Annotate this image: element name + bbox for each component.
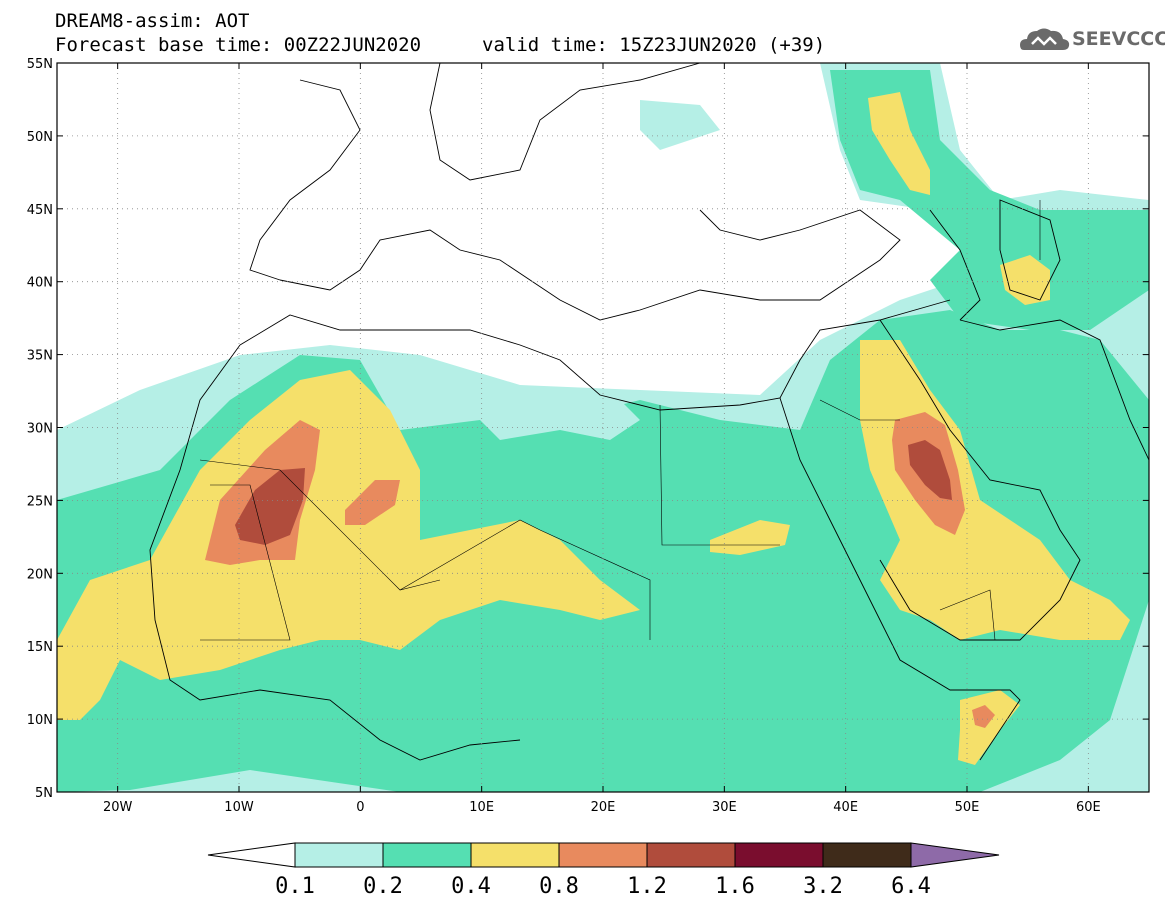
colorbar: 0.1 0.2 0.4 0.8 1.2 1.6 3.2 6.4	[207, 842, 1000, 899]
axis-ticks	[57, 62, 1149, 793]
lat-label-40N: 40N	[27, 276, 53, 291]
aot-contour-1.2	[235, 468, 305, 545]
lat-label-15N: 15N	[27, 640, 53, 655]
borders	[199, 200, 1041, 641]
colorbar-label-0.1: 0.1	[275, 874, 315, 899]
colorbar-label-1.6: 1.6	[715, 874, 755, 899]
colorbar-arrow-right	[910, 842, 1000, 868]
colorbar-label-0.2: 0.2	[363, 874, 403, 899]
lat-label-30N: 30N	[27, 422, 53, 437]
lat-label-35N: 35N	[27, 349, 53, 364]
aot-contour-0.8-b	[345, 480, 400, 525]
aot-field	[57, 63, 1149, 792]
lat-label-25N: 25N	[27, 494, 53, 509]
valid-time: valid time: 15Z23JUN2020 (+39)	[482, 34, 826, 56]
lon-label-40E: 40E	[833, 800, 858, 815]
lon-label-50E: 50E	[955, 800, 980, 815]
colorbar-label-1.2: 1.2	[627, 874, 667, 899]
colorbar-label-6.4: 6.4	[891, 874, 931, 899]
colorbar-swatch	[294, 842, 384, 868]
colorbar-swatch	[734, 842, 824, 868]
lon-label-20E: 20E	[591, 800, 616, 815]
aot-contour-0.8-somalia	[972, 705, 995, 728]
colorbar-arrow-left	[207, 842, 296, 868]
lat-label-50N: 50N	[27, 130, 53, 145]
lat-label-5N: 5N	[35, 786, 53, 801]
aot-contour-0.4-egypt	[710, 520, 790, 555]
lat-label-20N: 20N	[27, 567, 53, 582]
colorbar-swatch	[470, 842, 560, 868]
aot-contour-0.1-ne	[640, 100, 720, 150]
lat-labels: 55N 50N 45N 40N 35N 30N 25N 20N 15N 10N …	[27, 57, 53, 801]
lon-label-10W: 10W	[224, 800, 254, 815]
aot-contour-1.2-arabia	[908, 440, 952, 500]
lat-label-10N: 10N	[27, 713, 53, 728]
lon-label-30E: 30E	[712, 800, 737, 815]
colorbar-swatch	[382, 842, 472, 868]
lon-label-0: 0	[356, 800, 364, 815]
lon-label-60E: 60E	[1076, 800, 1101, 815]
lon-label-20W: 20W	[103, 800, 133, 815]
coastlines	[149, 63, 1149, 761]
aot-contour-0.4-somalia	[958, 690, 1020, 765]
aot-contour-0.4-caspian	[868, 92, 930, 195]
gridlines	[57, 63, 1149, 792]
lat-label-45N: 45N	[27, 203, 53, 218]
colorbar-label-0.8: 0.8	[539, 874, 579, 899]
lon-label-10E: 10E	[469, 800, 494, 815]
logo-text: SEEVCCC	[1072, 28, 1165, 50]
lon-labels: 20W 10W 0 10E 20E 30E 40E 50E 60E	[103, 800, 1101, 815]
colorbar-label-3.2: 3.2	[803, 874, 843, 899]
forecast-base-time: Forecast base time: 00Z22JUN2020	[55, 34, 422, 56]
colorbar-label-0.4: 0.4	[451, 874, 491, 899]
aot-contour-0.4	[57, 370, 640, 720]
colorbar-swatch	[822, 842, 912, 868]
colorbar-swatch	[646, 842, 736, 868]
colorbar-swatch	[558, 842, 648, 868]
cloud-logo-icon	[1020, 28, 1070, 50]
aot-contour-0.2-blank	[475, 400, 640, 440]
lat-label-55N: 55N	[27, 57, 53, 72]
aot-contour-0.4-aral	[1000, 255, 1050, 305]
product-title: DREAM8-assim: AOT	[55, 10, 250, 32]
